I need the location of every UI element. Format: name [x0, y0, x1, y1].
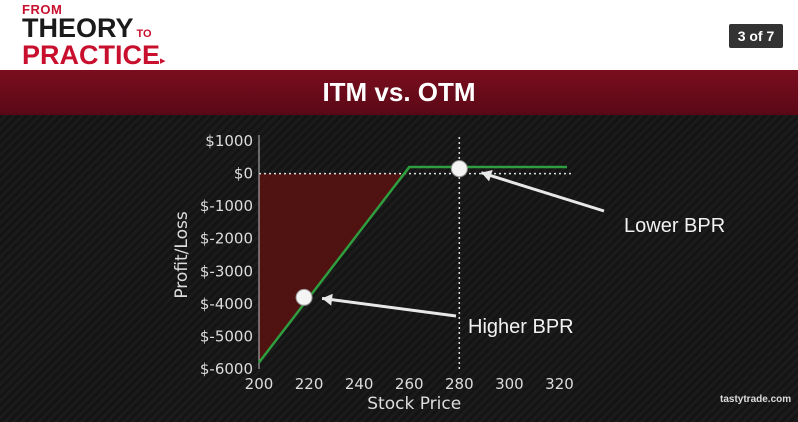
x-tick-label: 220: [295, 375, 324, 393]
title-bar: ITM vs. OTM: [0, 70, 798, 115]
x-axis-label: Stock Price: [367, 394, 461, 414]
logo-from: FROM: [22, 2, 63, 17]
logo-to: TO: [136, 28, 152, 40]
annotation-lower-bpr: Lower BPR: [624, 215, 725, 237]
header: FROM THEORY TO PRACTICE▸ 3 of 7: [0, 0, 798, 70]
y-axis-label: Profit/Loss: [172, 211, 192, 299]
payoff-chart: $1000 $0 $-1000 $-2000 $-3000 $-4000 $-5000 $-6…: [172, 132, 725, 414]
marker-higher-bpr: [295, 288, 313, 306]
x-tick-label: 300: [495, 375, 524, 393]
show-logo: FROM THEORY TO PRACTICE▸: [22, 2, 166, 69]
y-tick-label: $-5000: [200, 327, 253, 345]
chart-stage: $1000 $0 $-1000 $-2000 $-3000 $-4000 $-5000 $-6…: [0, 115, 798, 422]
x-tick-label: 280: [445, 375, 474, 393]
marker-lower-bpr: [450, 160, 468, 178]
x-tick-label: 200: [245, 375, 274, 393]
arrow-higher-bpr-head: [322, 293, 333, 306]
arrow-lower-bpr-shaft: [480, 171, 605, 213]
y-tick-label: $0: [234, 165, 253, 183]
x-tick-label: 320: [545, 375, 574, 393]
annotation-higher-bpr: Higher BPR: [468, 316, 574, 338]
x-tick-label: 260: [395, 375, 424, 393]
slide-counter: 3 of 7: [729, 24, 783, 48]
y-tick-label: $-4000: [200, 295, 253, 313]
x-tick-label: 240: [345, 375, 374, 393]
y-tick-label: $-3000: [200, 262, 253, 280]
y-tick-label: $-2000: [200, 230, 253, 248]
logo-practice: PRACTICE: [22, 40, 161, 70]
arrow-lower-bpr-head: [481, 169, 493, 182]
y-tick-label: $-1000: [200, 197, 253, 215]
y-tick-label: $1000: [205, 132, 253, 150]
y-tick-label: $-6000: [200, 360, 253, 378]
brand-logo: tastytrade.com: [720, 394, 792, 405]
play-arrow-icon: ▸: [160, 55, 166, 67]
slide-title: ITM vs. OTM: [322, 77, 476, 107]
logo-theory: THEORY: [22, 13, 134, 43]
arrow-higher-bpr-shaft: [321, 296, 457, 318]
